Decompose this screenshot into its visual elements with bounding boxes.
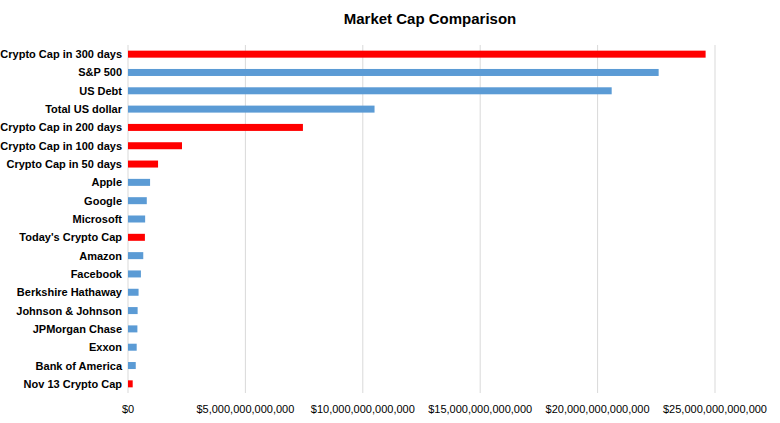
- title: Market Cap Comparison: [344, 10, 517, 27]
- bar: [128, 234, 145, 241]
- category-label: Google: [84, 195, 122, 207]
- category-label: Facebook: [71, 268, 123, 280]
- bar: [128, 270, 141, 277]
- category-label: Crypto Cap in 300 days: [0, 48, 122, 60]
- category-label: Total US dollar: [45, 103, 123, 115]
- category-label: Bank of America: [36, 360, 123, 372]
- category-label: Berkshire Hathaway: [17, 286, 123, 298]
- grid-line: [480, 45, 481, 393]
- category-label: Apple: [91, 176, 122, 188]
- bar: [128, 179, 150, 186]
- chart: Market Cap Comparison $0 $5,000,000,000,00…: [0, 0, 780, 423]
- category-label: Crypto Cap in 100 days: [0, 140, 122, 152]
- grid-line: [362, 45, 363, 393]
- bar: [128, 124, 303, 131]
- bar: [128, 380, 133, 387]
- bar: [128, 307, 138, 314]
- bar: [128, 197, 147, 204]
- grid-line: [245, 45, 246, 393]
- bar: [128, 325, 137, 332]
- tick-label: $10,000,000,000,000: [311, 403, 415, 415]
- grid: [128, 45, 715, 393]
- bar: [128, 289, 139, 296]
- bar: [128, 362, 136, 369]
- category-label: Crypto Cap in 200 days: [0, 121, 122, 133]
- tick-label: $25,000,000,000,000: [663, 403, 767, 415]
- category-label: US Debt: [79, 85, 122, 97]
- bar: [128, 51, 706, 58]
- category-label: Crypto Cap in 50 days: [6, 158, 122, 170]
- category-label: Exxon: [89, 341, 122, 353]
- category-label: Nov 13 Crypto Cap: [24, 378, 123, 390]
- tick-label: $0: [122, 403, 134, 415]
- bars: [128, 51, 706, 388]
- bar: [128, 87, 612, 94]
- tick-label: $15,000,000,000,000: [428, 403, 532, 415]
- category-label: Microsoft: [73, 213, 123, 225]
- tick-label: $5,000,000,000,000: [196, 403, 294, 415]
- bar: [128, 142, 182, 149]
- bar: [128, 106, 375, 113]
- tick-label: $20,000,000,000,000: [546, 403, 650, 415]
- category-label: Amazon: [79, 250, 122, 262]
- category-label: Today's Crypto Cap: [19, 231, 122, 243]
- category-label: JPMorgan Chase: [33, 323, 122, 335]
- grid-line: [715, 45, 716, 393]
- grid-line: [597, 45, 598, 393]
- category-label: Johnson & Johnson: [16, 305, 122, 317]
- bar: [128, 216, 145, 223]
- bar: [128, 344, 137, 351]
- bar: [128, 252, 143, 259]
- bar: [128, 69, 659, 76]
- category-label: S&P 500: [78, 66, 122, 78]
- bar: [128, 161, 158, 168]
